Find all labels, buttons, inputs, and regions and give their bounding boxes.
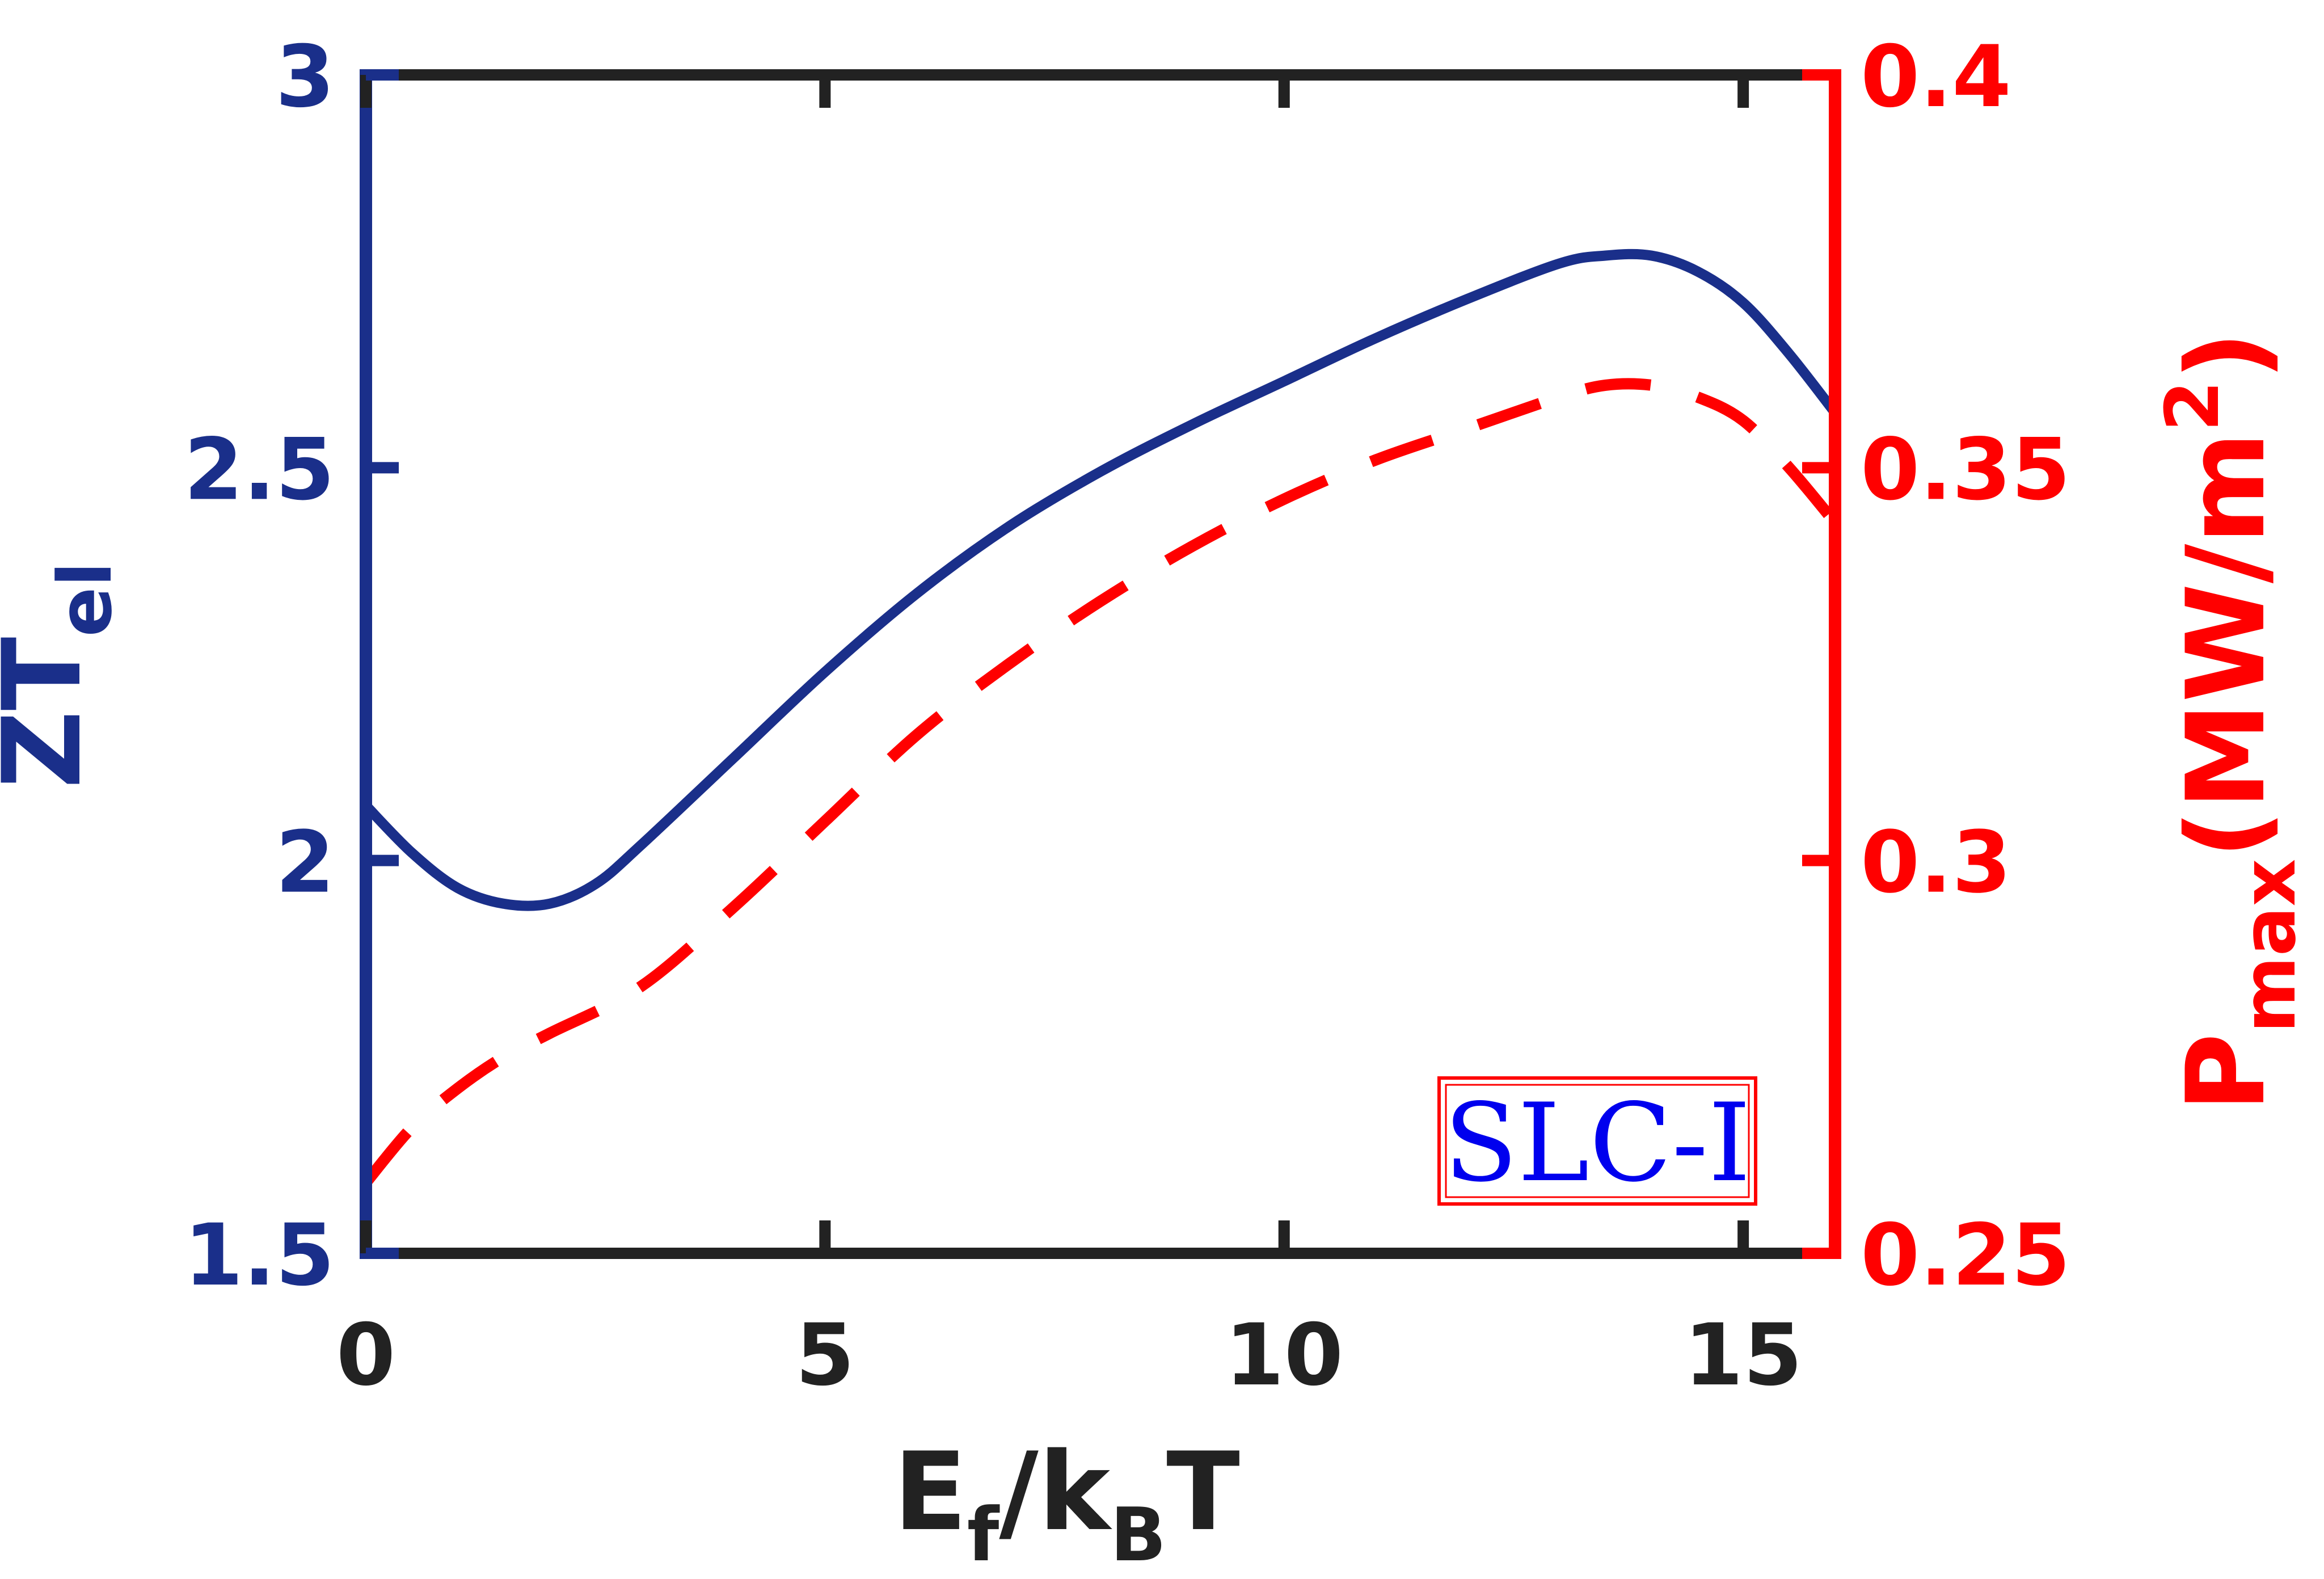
x-tick-label: 0 xyxy=(336,1306,395,1405)
left-y-axis-title: ZTel xyxy=(0,562,128,789)
left-y-tick-label: 2.5 xyxy=(184,420,335,519)
x-title-sub-b: B xyxy=(1110,1492,1166,1578)
right-y-tick-label: 0.4 xyxy=(1861,28,2011,127)
right-y-tick-label: 0.3 xyxy=(1861,814,2011,912)
right-title-main: P xyxy=(2163,1033,2289,1112)
right-y-tick-label: 0.35 xyxy=(1861,420,2070,519)
x-title-end: T xyxy=(1166,1429,1240,1555)
x-tick-label: 10 xyxy=(1225,1306,1343,1405)
right-y-tick-label: 0.25 xyxy=(1861,1206,2070,1305)
x-axis-title: Ef/kBT xyxy=(893,1429,1240,1578)
right-title-paren-close: ) xyxy=(2163,331,2289,381)
left-title-main: ZT xyxy=(0,637,105,789)
x-title-mid: /k xyxy=(999,1429,1112,1555)
left-y-tick-label: 2 xyxy=(276,814,335,912)
left-y-tick-label: 3 xyxy=(276,28,335,127)
x-tick-label: 5 xyxy=(795,1306,854,1405)
left-title-sub: el xyxy=(42,562,128,637)
x-title-sub-f: f xyxy=(967,1492,1000,1578)
x-tick-label: 15 xyxy=(1684,1306,1803,1405)
right-title-sup: 2 xyxy=(2149,380,2236,431)
annotation-box: SLC-I xyxy=(1437,1076,1757,1206)
x-title-main: E xyxy=(893,1429,967,1555)
right-y-axis-title: Pmax(MW/m2) xyxy=(2149,331,2312,1112)
zt-el-series-line xyxy=(361,249,1840,911)
right-title-sub: max xyxy=(2226,859,2312,1033)
right-title-paren-open: (MW/m xyxy=(2163,432,2289,859)
left-y-tick-label: 1.5 xyxy=(184,1206,335,1305)
pmax-series-line xyxy=(361,378,1840,1186)
annotation-label: SLC-I xyxy=(1444,1080,1751,1206)
